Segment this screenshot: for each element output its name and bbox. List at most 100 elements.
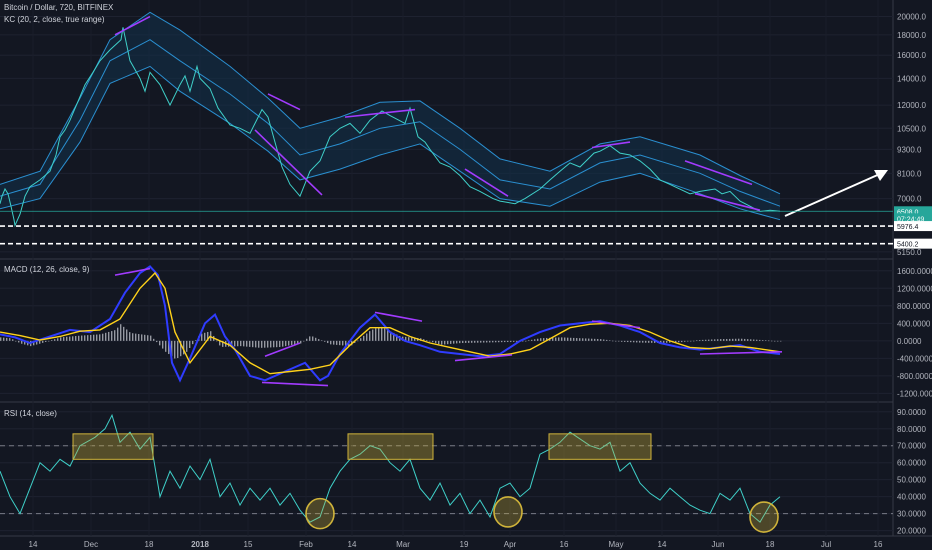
- macd-histogram-bar: [729, 338, 731, 341]
- macd-histogram-bar: [768, 340, 770, 342]
- price-series: [0, 27, 781, 228]
- macd-histogram-bar: [381, 326, 383, 341]
- oversold-circle: [493, 496, 523, 528]
- macd-histogram-bar: [756, 339, 758, 341]
- macd-histogram-bar: [675, 340, 677, 343]
- macd-histogram-bar: [615, 340, 617, 342]
- macd-histogram-bar: [267, 340, 269, 348]
- price-tag-box: [894, 221, 932, 232]
- divergence-line: [267, 93, 301, 111]
- macd-tick-label: 1200.0000: [897, 284, 932, 293]
- rsi-tick-label: 60.0000: [897, 459, 926, 468]
- macd-histogram-bar: [54, 339, 56, 341]
- macd-histogram-bar: [375, 328, 377, 341]
- macd-histogram-bar: [726, 338, 728, 341]
- rsi-series: [0, 413, 781, 523]
- time-tick-label: Mar: [396, 540, 410, 549]
- user-drawings: [72, 15, 888, 533]
- macd-histogram-bar: [453, 340, 455, 344]
- macd-histogram-bar: [450, 340, 452, 344]
- kc-indicator-title: KC (20, 2, close, true range): [4, 15, 105, 24]
- macd-histogram-bar: [507, 340, 509, 343]
- price-close-line: [0, 27, 781, 228]
- macd-histogram-bar: [243, 340, 245, 347]
- macd-histogram-bar: [567, 337, 569, 341]
- macd-histogram-bar: [393, 332, 395, 341]
- macd-histogram-bar: [480, 340, 482, 343]
- macd-histogram-bar: [759, 339, 761, 341]
- macd-histogram-bar: [285, 340, 287, 347]
- time-tick-label: 18: [766, 540, 775, 549]
- macd-histogram-bar: [396, 334, 398, 341]
- macd-histogram-bar: [141, 334, 143, 341]
- macd-tick-label: 1600.0000: [897, 267, 932, 276]
- macd-histogram-bar: [234, 340, 236, 347]
- macd-histogram-bar: [678, 340, 680, 343]
- macd-histogram-bar: [339, 340, 341, 346]
- macd-histogram-bar: [594, 338, 596, 341]
- macd-histogram-bar: [411, 337, 413, 341]
- overbought-box: [72, 433, 154, 460]
- rsi-tick-label: 70.0000: [897, 442, 926, 451]
- macd-histogram-bar: [606, 339, 608, 341]
- macd-histogram-bar: [183, 340, 185, 355]
- kc-lower-line: [0, 65, 781, 221]
- macd-histogram-bar: [429, 340, 431, 342]
- macd-histogram-bar: [696, 340, 698, 342]
- macd-histogram-bar: [66, 336, 68, 341]
- macd-histogram-bar: [75, 336, 77, 341]
- time-tick-label: 19: [460, 540, 469, 549]
- price-tick-label: 5150.0: [897, 248, 922, 257]
- macd-histogram-bar: [147, 335, 149, 341]
- macd-histogram-bar: [510, 340, 512, 342]
- time-tick-label: 14: [658, 540, 667, 549]
- kc-upper-line: [0, 11, 781, 195]
- macd-histogram-bar: [579, 338, 581, 341]
- macd-histogram-bar: [777, 340, 779, 342]
- macd-histogram-bar: [669, 340, 671, 343]
- macd-histogram-bar: [51, 340, 53, 341]
- macd-histogram-bar: [291, 340, 293, 346]
- macd-histogram-bar: [747, 339, 749, 341]
- macd-histogram-bar: [219, 340, 221, 346]
- macd-histogram-bar: [693, 340, 695, 342]
- macd-histogram-bar: [663, 340, 665, 343]
- macd-histogram-bar: [336, 340, 338, 345]
- macd-histogram-bar: [63, 337, 65, 341]
- macd-histogram-bar: [342, 340, 344, 346]
- macd-histogram-bar: [495, 340, 497, 343]
- macd-histogram-bar: [483, 340, 485, 343]
- price-panel-title: Bitcoin / Dollar, 720, BITFINEX: [4, 3, 114, 12]
- macd-histogram-bar: [111, 331, 113, 341]
- macd-histogram-bar: [153, 338, 155, 341]
- macd-histogram-bar: [105, 332, 107, 341]
- macd-histogram-bar: [12, 339, 14, 341]
- macd-histogram-bar: [651, 340, 653, 343]
- macd-histogram-bar: [690, 340, 692, 342]
- price-tick-label: 12000.0: [897, 101, 926, 110]
- rsi-tick-label: 50.0000: [897, 476, 926, 485]
- oversold-circle: [749, 501, 779, 533]
- macd-histogram-bar: [765, 340, 767, 341]
- macd-histogram-bar: [441, 340, 443, 345]
- macd-histogram-bar: [168, 340, 170, 355]
- divergence-line: [254, 129, 323, 196]
- macd-histogram-bar: [258, 340, 260, 348]
- macd-histogram-bar: [666, 340, 668, 343]
- macd-histogram-bar: [705, 339, 707, 341]
- macd-histogram-bar: [270, 340, 272, 348]
- price-tick-label: 9300.0: [897, 145, 922, 154]
- macd-histogram-bar: [609, 340, 611, 341]
- time-tick-label: 14: [29, 540, 38, 549]
- macd-histogram-bar: [645, 340, 647, 343]
- macd-histogram-bar: [627, 340, 629, 343]
- macd-histogram-bar: [78, 335, 80, 341]
- macd-histogram-bar: [513, 340, 515, 342]
- macd-histogram-bar: [435, 340, 437, 344]
- macd-histogram-bar: [162, 340, 164, 349]
- divergence-line: [591, 141, 631, 149]
- macd-histogram-bar: [555, 337, 557, 341]
- macd-tick-label: -1200.0000: [897, 389, 932, 398]
- macd-histogram-bar: [423, 339, 425, 341]
